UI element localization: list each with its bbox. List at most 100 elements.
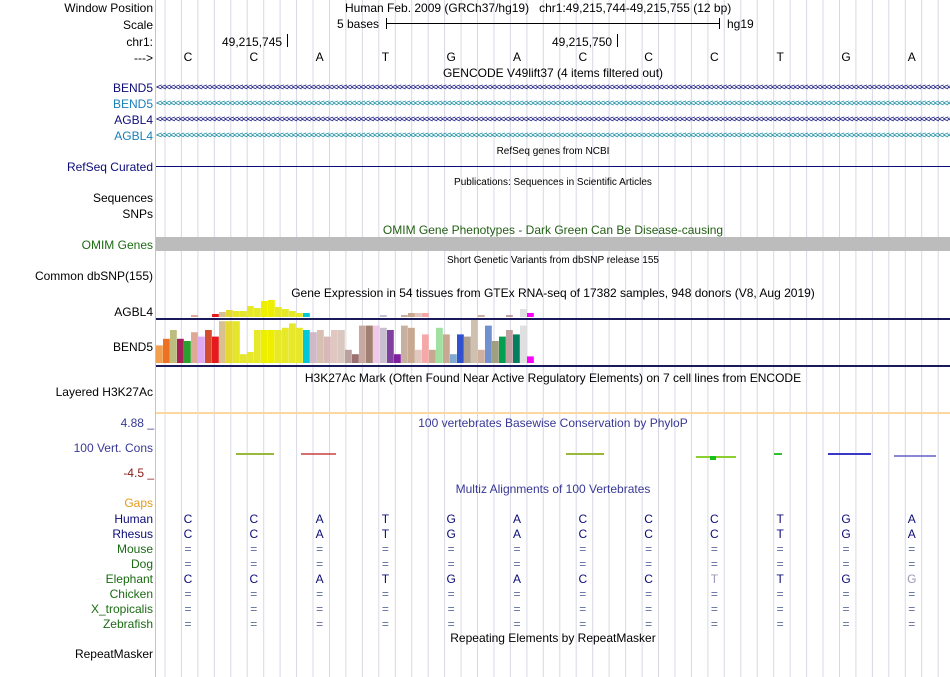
gtex-bar-agbl4[interactable]: [408, 313, 415, 317]
gtex-bar-bend5[interactable]: [352, 354, 359, 363]
gtex-bar-bend5[interactable]: [184, 341, 191, 363]
gtex-bar-bend5[interactable]: [205, 330, 212, 363]
gtex-bar-bend5[interactable]: [492, 341, 499, 363]
gtex-bar-bend5[interactable]: [450, 354, 457, 363]
gtex-bar-bend5[interactable]: [373, 325, 380, 363]
publications-snps-label[interactable]: SNPs: [122, 207, 153, 221]
phylop-track-label[interactable]: 100 Vert. Cons: [73, 441, 153, 455]
gtex-agbl4-label[interactable]: AGBL4: [114, 305, 153, 319]
gtex-bar-bend5[interactable]: [233, 321, 240, 363]
gtex-bar-bend5[interactable]: [485, 325, 492, 363]
gtex-bar-bend5[interactable]: [506, 330, 513, 363]
gtex-bar-bend5[interactable]: [275, 330, 282, 363]
gtex-bar-bend5[interactable]: [254, 330, 261, 363]
publications-track-title[interactable]: Publications: Sequences in Scientific Ar…: [454, 177, 652, 188]
gtex-bar-bend5[interactable]: [359, 325, 366, 363]
gtex-bar-bend5[interactable]: [471, 319, 478, 363]
gtex-bar-bend5[interactable]: [317, 330, 324, 363]
h3k27ac-track-title[interactable]: H3K27Ac Mark (Often Found Near Active Re…: [304, 371, 802, 385]
gtex-bar-bend5[interactable]: [296, 327, 303, 363]
gencode-transcript-arrows[interactable]: <<<<<<<<<<<<<<<<<<<<<<<<<<<<<<<<<<<<<<<<…: [156, 98, 950, 109]
gtex-bar-agbl4[interactable]: [268, 300, 275, 317]
multiz-species-label[interactable]: Rhesus: [112, 527, 153, 541]
gtex-bar-agbl4[interactable]: [527, 313, 534, 317]
omim-track-title[interactable]: OMIM Gene Phenotypes - Dark Green Can Be…: [382, 223, 724, 237]
multiz-species-label[interactable]: Human: [114, 512, 153, 526]
gtex-bar-bend5[interactable]: [478, 349, 485, 363]
gtex-bar-agbl4[interactable]: [296, 313, 303, 317]
repeatmasker-track-title[interactable]: Repeating Elements by RepeatMasker: [450, 631, 656, 645]
multiz-track-title[interactable]: Multiz Alignments of 100 Vertebrates: [455, 482, 651, 496]
gtex-bar-agbl4[interactable]: [219, 312, 226, 317]
gtex-bar-agbl4[interactable]: [415, 313, 422, 317]
gtex-bar-bend5[interactable]: [219, 321, 226, 363]
gencode-transcript-arrows[interactable]: <<<<<<<<<<<<<<<<<<<<<<<<<<<<<<<<<<<<<<<<…: [156, 82, 950, 93]
h3k27ac-baseline[interactable]: [156, 412, 950, 414]
dbsnp-track-label[interactable]: Common dbSNP(155): [34, 269, 153, 283]
omim-feature-bar[interactable]: [156, 237, 950, 251]
gtex-expression-chart[interactable]: [156, 295, 950, 370]
gtex-bar-bend5[interactable]: [261, 330, 268, 363]
gtex-bar-agbl4[interactable]: [261, 301, 268, 317]
gtex-bar-bend5[interactable]: [310, 332, 317, 363]
gtex-bar-bend5[interactable]: [527, 356, 534, 363]
gtex-bar-bend5[interactable]: [366, 325, 373, 363]
gtex-bar-agbl4[interactable]: [247, 306, 254, 317]
gtex-bar-bend5[interactable]: [324, 336, 331, 363]
gtex-bar-bend5[interactable]: [513, 334, 520, 363]
multiz-species-label[interactable]: Elephant: [105, 572, 153, 586]
gtex-bar-bend5[interactable]: [268, 330, 275, 363]
gtex-bar-bend5[interactable]: [520, 325, 527, 363]
gtex-bar-bend5[interactable]: [170, 330, 177, 363]
multiz-species-label[interactable]: Dog: [130, 557, 153, 571]
gtex-bar-agbl4[interactable]: [226, 310, 233, 317]
dbsnp-track-title[interactable]: Short Genetic Variants from dbSNP releas…: [447, 255, 659, 266]
gtex-bar-bend5[interactable]: [436, 327, 443, 363]
gtex-bar-agbl4[interactable]: [422, 313, 429, 317]
gtex-bar-agbl4[interactable]: [212, 314, 219, 317]
refseq-track-label[interactable]: RefSeq Curated: [66, 160, 153, 174]
gtex-bar-bend5[interactable]: [177, 338, 184, 363]
h3k27ac-track-label[interactable]: Layered H3K27Ac: [55, 385, 153, 399]
gtex-bar-bend5[interactable]: [156, 345, 163, 363]
gtex-bar-agbl4[interactable]: [240, 311, 247, 317]
gtex-bar-bend5[interactable]: [338, 330, 345, 363]
gtex-bar-bend5[interactable]: [443, 334, 450, 363]
gtex-bar-agbl4[interactable]: [401, 315, 408, 317]
gtex-bar-agbl4[interactable]: [254, 308, 261, 317]
gtex-bar-bend5[interactable]: [282, 327, 289, 363]
gencode-track-title[interactable]: GENCODE V49lift37 (4 items filtered out): [442, 66, 664, 80]
gtex-bar-bend5[interactable]: [457, 334, 464, 363]
multiz-species-label[interactable]: Mouse: [116, 542, 153, 556]
gtex-bar-bend5[interactable]: [394, 354, 401, 363]
gtex-bar-agbl4[interactable]: [289, 311, 296, 317]
gencode-gene-label[interactable]: AGBL4: [114, 113, 153, 127]
gtex-bar-bend5[interactable]: [387, 330, 394, 363]
phylop-track-title[interactable]: 100 vertebrates Basewise Conservation by…: [418, 416, 688, 430]
gencode-gene-label[interactable]: BEND5: [112, 81, 153, 95]
multiz-species-label[interactable]: X_tropicalis: [90, 602, 153, 616]
gtex-bar-agbl4[interactable]: [191, 315, 198, 317]
publications-sequences-label[interactable]: Sequences: [92, 191, 153, 205]
gtex-bar-bend5[interactable]: [303, 330, 310, 363]
gtex-bar-agbl4[interactable]: [520, 309, 527, 317]
gencode-gene-label[interactable]: AGBL4: [114, 129, 153, 143]
gtex-bar-agbl4[interactable]: [233, 311, 240, 317]
gtex-bar-bend5[interactable]: [247, 352, 254, 363]
gtex-bar-agbl4[interactable]: [275, 307, 282, 317]
gtex-bar-agbl4[interactable]: [478, 315, 485, 317]
gtex-bar-bend5[interactable]: [401, 325, 408, 363]
refseq-track-title[interactable]: RefSeq genes from NCBI: [496, 146, 610, 157]
phylop-wiggle-plot[interactable]: [156, 446, 950, 464]
gtex-bar-bend5[interactable]: [464, 336, 471, 363]
gtex-bar-bend5[interactable]: [429, 349, 436, 363]
multiz-species-label[interactable]: Chicken: [109, 587, 153, 601]
gtex-bar-bend5[interactable]: [380, 327, 387, 363]
gtex-bar-bend5[interactable]: [191, 332, 198, 363]
multiz-species-label[interactable]: Zebrafish: [102, 617, 153, 631]
gtex-bar-bend5[interactable]: [212, 336, 219, 363]
repeatmasker-track-label[interactable]: RepeatMasker: [74, 647, 153, 661]
gtex-bend5-label[interactable]: BEND5: [112, 340, 153, 354]
gtex-bar-bend5[interactable]: [422, 334, 429, 363]
gtex-bar-bend5[interactable]: [345, 349, 352, 363]
